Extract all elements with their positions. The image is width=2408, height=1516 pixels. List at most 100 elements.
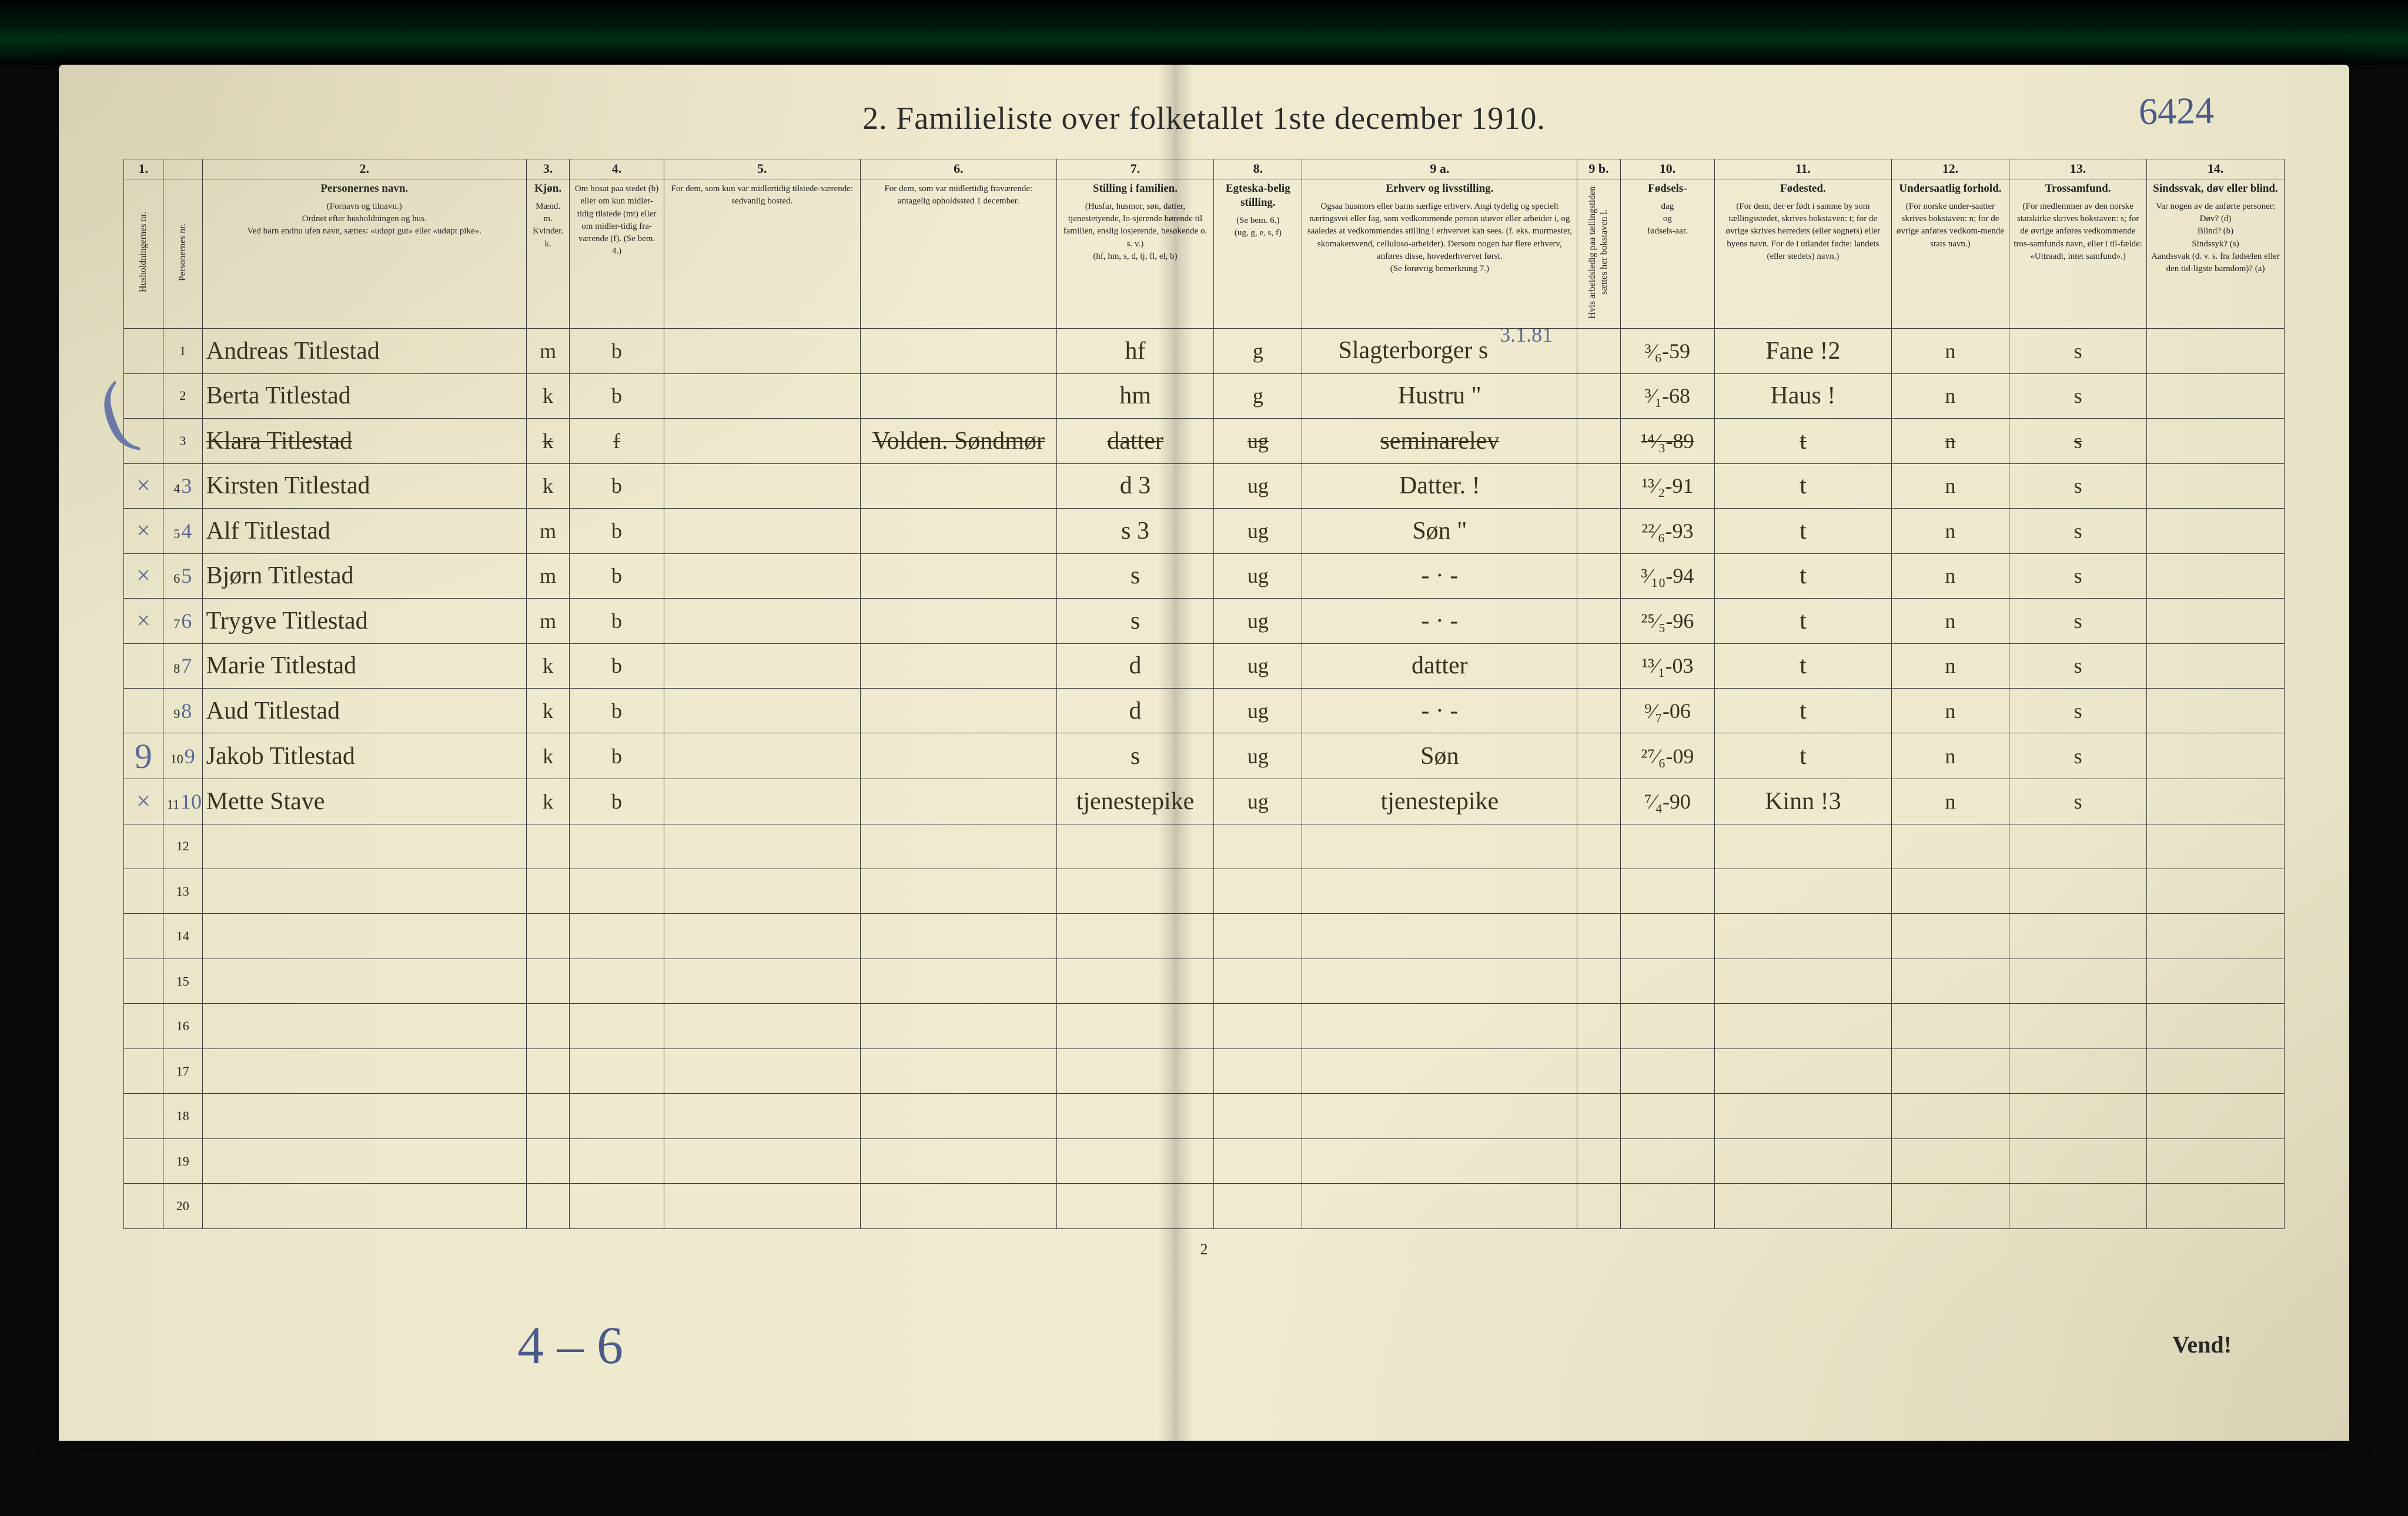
cell-r1-c6	[664, 329, 860, 373]
cell-r13-c4	[526, 869, 570, 914]
cell-r3-c4: k	[526, 419, 570, 463]
cell-r16-c14	[1891, 1004, 2009, 1048]
cell-r3-c8: datter	[1056, 419, 1213, 463]
cell-r3-c15: s	[2009, 419, 2147, 463]
cell-r14-c16	[2147, 914, 2285, 959]
cell-r6-c5: b	[570, 553, 664, 598]
cell-r14-c14	[1891, 914, 2009, 959]
cell-r19-c16	[2147, 1138, 2285, 1183]
cell-r20-c15	[2009, 1184, 2147, 1229]
cell-r9-c4: k	[526, 689, 570, 733]
cell-r10-c15: s	[2009, 733, 2147, 779]
cell-r15-c11	[1577, 959, 1621, 1003]
cell-r20-c1	[124, 1184, 163, 1229]
cell-r10-c7	[860, 733, 1056, 779]
cell-r17-c13	[1715, 1048, 1892, 1093]
census-table: 1.2.3.4.5.6.7.8.9 a.9 b.10.11.12.13.14. …	[123, 159, 2285, 1229]
cell-r18-c8	[1056, 1094, 1213, 1138]
cell-r7-c11	[1577, 599, 1621, 643]
cell-r17-c6	[664, 1048, 860, 1093]
cell-r6-c13: t	[1715, 553, 1892, 598]
cell-r4-c7	[860, 463, 1056, 508]
cell-r10-c6	[664, 733, 860, 779]
cell-r16-c5	[570, 1004, 664, 1048]
cell-r18-c6	[664, 1094, 860, 1138]
cell-r9-c6	[664, 689, 860, 733]
cell-r15-c13	[1715, 959, 1892, 1003]
cell-r5-c5: b	[570, 509, 664, 553]
cell-r4-c16	[2147, 463, 2285, 508]
cell-r19-c8	[1056, 1138, 1213, 1183]
cell-r7-c4: m	[526, 599, 570, 643]
cell-r16-c11	[1577, 1004, 1621, 1048]
cell-r1-c11	[1577, 329, 1621, 373]
header-11: Hvis arbeidsledig paa tællingstiden sætt…	[1577, 179, 1621, 329]
header-9: Egteska-belig stilling.(Se bem. 6.) (ug,…	[1214, 179, 1302, 329]
cell-r3-c2: 3	[163, 419, 202, 463]
cell-r2-c5: b	[570, 373, 664, 418]
column-number-row: 1.2.3.4.5.6.7.8.9 a.9 b.10.11.12.13.14.	[124, 159, 2285, 179]
cell-r15-c4	[526, 959, 570, 1003]
colnum-1: 1.	[124, 159, 163, 179]
cell-r2-c11	[1577, 373, 1621, 418]
colnum-9: 8.	[1214, 159, 1302, 179]
cell-r1-c5: b	[570, 329, 664, 373]
cell-r18-c5	[570, 1094, 664, 1138]
cell-r2-c10: Hustru "	[1302, 373, 1577, 418]
cell-r16-c13	[1715, 1004, 1892, 1048]
cell-r5-c12: ²²⁄₆-93	[1620, 509, 1714, 553]
colnum-16: 14.	[2147, 159, 2285, 179]
cell-r9-c1	[124, 689, 163, 733]
cell-r2-c12: ³⁄₁-68	[1620, 373, 1714, 418]
cell-r12-c11	[1577, 824, 1621, 869]
table-row: 15	[124, 959, 2285, 1003]
cell-r2-c7	[860, 373, 1056, 418]
cell-r16-c4	[526, 1004, 570, 1048]
cell-r6-c11	[1577, 553, 1621, 598]
cell-r10-c3: Jakob Titlestad	[202, 733, 526, 779]
cell-r17-c5	[570, 1048, 664, 1093]
cell-r10-c1: 9	[124, 733, 163, 779]
cell-r15-c8	[1056, 959, 1213, 1003]
cell-r17-c7	[860, 1048, 1056, 1093]
cell-r11-c6	[664, 779, 860, 824]
cell-r1-c10: Slagterborger s3.1.81	[1302, 329, 1577, 373]
cell-r11-c5: b	[570, 779, 664, 824]
cell-r7-c10: - · -	[1302, 599, 1577, 643]
top-handwritten-number: 6424	[2138, 89, 2214, 133]
cell-r5-c1: ×	[124, 509, 163, 553]
header-4: Kjøn.Mænd. m. Kvinder. k.	[526, 179, 570, 329]
cell-r13-c2: 13	[163, 869, 202, 914]
cell-r3-c13: t	[1715, 419, 1892, 463]
cell-r20-c14	[1891, 1184, 2009, 1229]
cell-r6-c6	[664, 553, 860, 598]
table-row: 13	[124, 869, 2285, 914]
cell-r1-c13: Fane !2	[1715, 329, 1892, 373]
colnum-11: 9 b.	[1577, 159, 1621, 179]
cell-r5-c4: m	[526, 509, 570, 553]
table-row: 20	[124, 1184, 2285, 1229]
cell-r1-c9: g	[1214, 329, 1302, 373]
cell-r18-c3	[202, 1094, 526, 1138]
cell-r7-c2: 76	[163, 599, 202, 643]
cell-r10-c8: s	[1056, 733, 1213, 779]
cell-r17-c14	[1891, 1048, 2009, 1093]
census-table-wrap: 1.2.3.4.5.6.7.8.9 a.9 b.10.11.12.13.14. …	[123, 159, 2285, 1229]
cell-r10-c12: ²⁷⁄₆-09	[1620, 733, 1714, 779]
cell-r6-c8: s	[1056, 553, 1213, 598]
cell-r2-c15: s	[2009, 373, 2147, 418]
cell-r14-c10	[1302, 914, 1577, 959]
cell-r13-c11	[1577, 869, 1621, 914]
cell-r15-c6	[664, 959, 860, 1003]
cell-r6-c9: ug	[1214, 553, 1302, 598]
cell-r2-c8: hm	[1056, 373, 1213, 418]
cell-r12-c13	[1715, 824, 1892, 869]
header-7: For dem, som var midlertidig fraværende:…	[860, 179, 1056, 329]
cell-r18-c15	[2009, 1094, 2147, 1138]
page-title: 2. Familieliste over folketallet 1ste de…	[59, 100, 2349, 136]
cell-r17-c16	[2147, 1048, 2285, 1093]
cell-r13-c13	[1715, 869, 1892, 914]
cell-r4-c8: d 3	[1056, 463, 1213, 508]
cell-r5-c7	[860, 509, 1056, 553]
cell-r3-c6	[664, 419, 860, 463]
